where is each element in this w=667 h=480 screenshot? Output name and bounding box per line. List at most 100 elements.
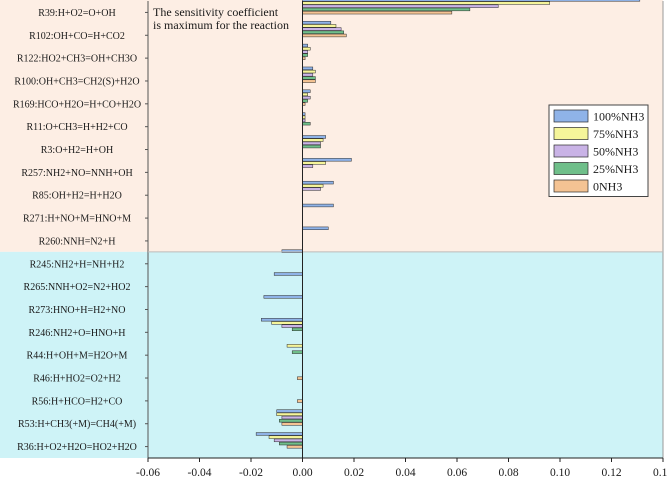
x-tick-label: -0.04 (188, 467, 212, 479)
bar (302, 0, 641, 2)
bar (302, 50, 308, 54)
reaction-label: R257:NH2+NO=NNH+OH (21, 168, 132, 179)
x-tick-label: 0.10 (550, 467, 570, 479)
bar (302, 187, 321, 191)
legend-label: 25%NH3 (593, 162, 638, 176)
reaction-label: R46:H+HO2=O2+H2 (33, 374, 120, 385)
legend-swatch (553, 127, 589, 140)
reaction-label: R53:H+CH3(+M)=CH4(+M) (18, 419, 136, 430)
lower-region-background (0, 251, 663, 458)
bars-layer (255, 0, 641, 449)
bar (291, 350, 303, 354)
bar (302, 47, 311, 51)
x-tick-label: -0.06 (136, 467, 160, 479)
bar (302, 79, 316, 83)
x-tick-label: 0.14 (653, 467, 667, 479)
bar (302, 161, 326, 165)
bar (302, 76, 316, 80)
bar (302, 135, 326, 139)
bar (302, 43, 308, 48)
bar (276, 409, 303, 413)
bar (281, 422, 303, 426)
bar (302, 7, 471, 12)
reaction-label: R44:H+OH+M=H2O+M (27, 351, 128, 362)
bar (302, 1, 550, 5)
bar (302, 92, 308, 97)
legend-swatch (553, 109, 589, 123)
reaction-label: R36:H+O2+H2O=HO2+H2O (17, 442, 137, 453)
bar (302, 33, 347, 38)
legend-label: 0NH3 (593, 180, 622, 194)
bar (302, 21, 332, 25)
bar (302, 53, 308, 57)
bar (302, 69, 316, 74)
reaction-label: R100:OH+CH3=CH2(S)+H2O (14, 76, 139, 87)
legend-swatch (553, 144, 589, 158)
reaction-label: R271:H+NO+M=HNO+M (23, 214, 131, 225)
legend-label: 50%NH3 (593, 145, 638, 159)
bar (302, 4, 499, 8)
bar (302, 164, 314, 168)
x-tick-label: 0.12 (601, 467, 621, 479)
bar (302, 10, 453, 15)
reaction-label: R265:NNH+O2=N2+HO2 (24, 282, 131, 293)
legend-swatch (553, 162, 589, 175)
bar (279, 419, 303, 423)
x-tick-label: -0.02 (239, 467, 263, 479)
bar (271, 321, 303, 325)
bar (302, 158, 352, 162)
reaction-label: R3:O+H2=H+OH (41, 145, 113, 156)
bar (302, 95, 311, 100)
legend-label: 100%NH3 (593, 110, 644, 124)
bar (302, 180, 334, 185)
bar (286, 344, 303, 348)
x-tick-label: 0.02 (344, 467, 364, 479)
bar (263, 295, 303, 299)
bar (302, 141, 321, 145)
bar (302, 226, 329, 230)
x-tick-label: 0.06 (447, 467, 467, 479)
bar (281, 324, 303, 328)
bar (261, 318, 303, 322)
bar (302, 73, 314, 77)
bar (268, 435, 303, 439)
legend-swatch (553, 179, 589, 193)
bar (302, 99, 308, 103)
bar (291, 327, 303, 331)
reaction-label: R122:HO2+CH3=OH+CH3O (17, 54, 137, 65)
annotation-line-1: The sensitivity coefficient (153, 5, 279, 19)
reaction-label: R245:NH2+H=NH+H2 (30, 259, 125, 270)
bar (302, 138, 324, 142)
bar (286, 445, 303, 449)
x-tick-label: 0.00 (292, 467, 312, 479)
reaction-label: R273:HNO+H=H2+NO (29, 305, 126, 316)
bar (279, 441, 303, 446)
bar (302, 24, 337, 28)
x-axis-ticks: -0.06 -0.04 -0.02 0.00 0.02 0.04 0.06 0.08 0.10 0… (136, 458, 667, 479)
bar (273, 438, 303, 443)
reaction-label: R56:H+HCO=H2+CO (32, 396, 123, 407)
bar (302, 27, 342, 31)
bar (302, 122, 311, 126)
reaction-label: R39:H+O2=O+OH (38, 8, 115, 19)
bar (302, 30, 344, 34)
legend-label: 75%NH3 (593, 127, 638, 141)
reaction-labels: R39:H+O2=O+OH R102:OH+CO=H+CO2 R122:HO2+CH… (13, 8, 141, 453)
bar (255, 432, 303, 436)
reaction-label: R260:NNH=N2+H (39, 236, 116, 247)
bar (302, 184, 324, 188)
bar (302, 203, 334, 208)
reaction-label: R102:OH+CO=H+CO2 (29, 31, 125, 42)
bar (276, 412, 303, 416)
reaction-label: R85:OH+H2=H+H2O (32, 191, 122, 202)
bar (273, 272, 303, 276)
plot-background (0, 0, 663, 458)
reaction-label: R169:HCO+H2O=H+CO+H2O (13, 99, 141, 110)
reaction-label: R11:O+CH3=H+H2+CO (26, 122, 127, 133)
bar (302, 144, 321, 149)
annotation-line-2: is maximum for the reaction (153, 18, 289, 32)
bar (281, 415, 303, 420)
bar (302, 89, 311, 93)
annotation: The sensitivity coefficient is maximum f… (153, 5, 289, 32)
